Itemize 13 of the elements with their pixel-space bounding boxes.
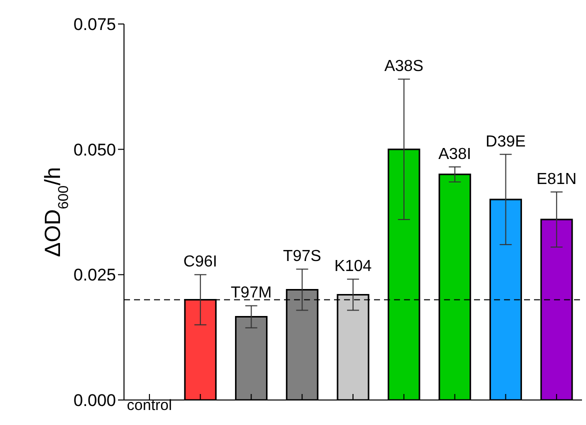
x-tick-label: A38S xyxy=(384,58,424,76)
y-tick-label: 0.025 xyxy=(73,266,116,285)
x-tick-label: T97M xyxy=(230,284,272,302)
x-tick-label: C96I xyxy=(183,254,218,271)
x-tick-label: A38I xyxy=(438,146,472,163)
y-tick-label: 0.050 xyxy=(73,140,116,160)
x-tick-label: E81N xyxy=(536,170,577,188)
x-tick-label: control xyxy=(126,397,172,414)
y-tick-label: 0.000 xyxy=(73,391,116,410)
x-tick-label: D39E xyxy=(486,133,526,150)
y-tick-label: 0.075 xyxy=(73,15,116,34)
x-tick-label: K104 xyxy=(334,258,372,276)
x-tick-label: T97S xyxy=(282,248,322,266)
